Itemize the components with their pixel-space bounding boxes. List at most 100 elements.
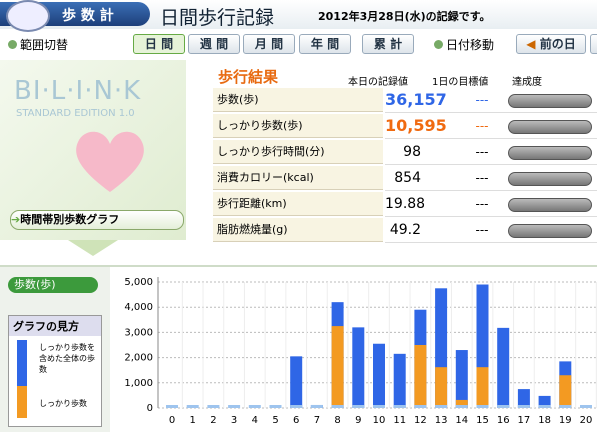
baseline-tick xyxy=(228,405,241,408)
baseline-tick xyxy=(352,405,365,408)
x-tick-label: 1 xyxy=(190,415,196,426)
y-tick-label: 1,000 xyxy=(124,378,153,389)
row-line xyxy=(385,164,597,165)
baseline-tick xyxy=(455,405,468,408)
x-tick-label: 2 xyxy=(210,415,216,426)
baseline-tick xyxy=(186,405,199,408)
baseline-tick xyxy=(435,405,448,408)
prev-day-label: 前の日 xyxy=(539,37,576,51)
y-tick-label: 3,000 xyxy=(124,327,153,338)
row-value: 36,157 xyxy=(385,90,447,109)
x-tick-label: 12 xyxy=(414,415,427,426)
x-tick-label: 0 xyxy=(169,415,175,426)
row-label: しっかり歩行時間(分) xyxy=(213,140,383,164)
y-tick-label: 4,000 xyxy=(124,302,153,313)
achievement-gauge xyxy=(508,120,592,134)
row-line xyxy=(385,190,597,191)
x-tick-label: 19 xyxy=(559,415,572,426)
row-value: 19.88 xyxy=(385,196,426,212)
y-tick-label: 0 xyxy=(147,403,153,414)
down-arrow xyxy=(68,240,118,256)
x-tick-label: 20 xyxy=(580,415,593,426)
bar xyxy=(393,353,406,408)
y-tick-label: 5,000 xyxy=(124,277,153,288)
row-label: 脂肪燃焼量(g) xyxy=(213,218,383,242)
x-tick-label: 13 xyxy=(435,415,448,426)
bar xyxy=(352,327,365,408)
baseline-tick xyxy=(393,405,406,408)
baseline-tick xyxy=(290,405,303,408)
column-header: 達成度 xyxy=(512,77,542,88)
row-value: 98 xyxy=(403,144,421,160)
heart-shape xyxy=(76,131,144,192)
x-tick-label: 7 xyxy=(314,415,320,426)
page-title: 日間歩行記録 xyxy=(160,7,275,29)
prev-day-button[interactable]: ◀ 前の日 xyxy=(516,34,586,54)
x-tick-label: 16 xyxy=(497,415,510,426)
x-tick-label: 8 xyxy=(334,415,340,426)
range-label: 範囲切替 xyxy=(8,36,68,53)
prev-day-text: ◀ xyxy=(526,37,540,51)
x-tick-label: 3 xyxy=(231,415,237,426)
baseline-tick xyxy=(580,405,592,408)
graph-button-label: 時間帯別歩数グラフ xyxy=(20,213,120,226)
x-tick-label: 15 xyxy=(476,415,489,426)
pedometer-icon xyxy=(6,0,50,32)
legend-entry: しっかり歩数を含めた全体の歩数 xyxy=(39,343,95,374)
baseline-tick xyxy=(331,405,344,408)
divider xyxy=(0,265,597,267)
graph-button[interactable]: ➔時間帯別歩数グラフ xyxy=(10,210,184,230)
range-button[interactable]: 年 間 xyxy=(299,34,351,54)
baseline-tick xyxy=(517,405,530,408)
y-axis-label: 歩数(歩) xyxy=(8,277,98,293)
row-line xyxy=(385,216,597,217)
arrow-shape xyxy=(68,240,118,256)
row-target: --- xyxy=(475,145,489,159)
baseline-tick xyxy=(166,405,178,408)
x-tick-label: 11 xyxy=(393,415,406,426)
bar xyxy=(497,327,510,408)
legend-swatch-brisk xyxy=(17,386,27,418)
legend-swatch-total xyxy=(17,340,27,386)
row-target: --- xyxy=(475,197,489,211)
row-label: 消費カロリー(kcal) xyxy=(213,166,383,190)
baseline-tick xyxy=(207,405,220,408)
x-tick-label: 18 xyxy=(538,415,551,426)
date-move-label: 日付移動 xyxy=(434,36,494,53)
baseline-tick xyxy=(559,405,572,408)
baseline-tick xyxy=(414,405,427,408)
x-tick-label: 14 xyxy=(455,415,468,426)
bar xyxy=(517,389,530,408)
x-tick-label: 4 xyxy=(252,415,258,426)
edition: STANDARD EDITION 1.0 xyxy=(16,108,135,119)
row-value: 49.2 xyxy=(389,222,421,238)
date-note: 2012年3月28日(水)の記録です。 xyxy=(318,10,491,23)
next-day-button[interactable] xyxy=(590,34,597,54)
bar xyxy=(435,367,448,408)
range-button[interactable]: 日 間 xyxy=(133,34,185,54)
x-tick-label: 17 xyxy=(518,415,531,426)
row-target: --- xyxy=(475,171,489,185)
row-label: 歩行距離(km) xyxy=(213,192,383,216)
range-button[interactable]: 月 間 xyxy=(243,34,295,54)
achievement-gauge xyxy=(508,146,592,160)
range-button[interactable]: 週 間 xyxy=(188,34,240,54)
achievement-gauge xyxy=(508,198,592,212)
row-label: しっかり歩数(歩) xyxy=(213,114,383,138)
bar xyxy=(559,375,572,408)
column-header: 本日の記録値 xyxy=(348,77,408,88)
results-title: 歩行結果 xyxy=(218,68,279,86)
legend-box: グラフの見方 しっかり歩数を含めた全体の歩数 しっかり歩数 xyxy=(8,315,102,427)
row-value: 854 xyxy=(394,170,421,186)
baseline-tick xyxy=(373,405,385,408)
bar xyxy=(455,350,468,408)
legend-entry: しっかり歩数 xyxy=(39,399,87,408)
baseline-tick xyxy=(248,405,261,408)
achievement-gauge xyxy=(508,94,592,108)
achievement-gauge xyxy=(508,224,592,238)
range-button[interactable]: 累 計 xyxy=(362,34,414,54)
row-line xyxy=(385,138,597,139)
bar xyxy=(538,395,551,408)
bar xyxy=(331,326,344,408)
